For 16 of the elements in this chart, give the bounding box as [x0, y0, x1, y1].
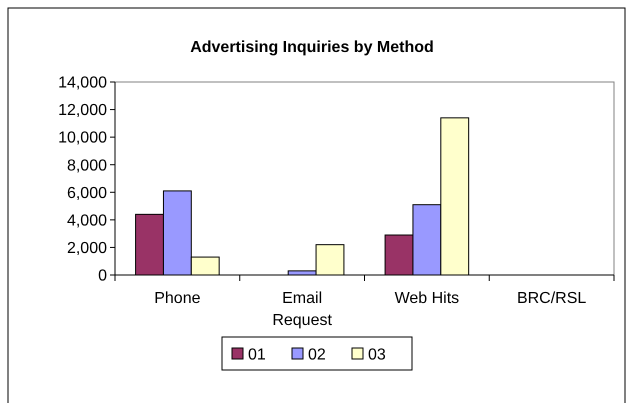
- x-tick-label: Phone: [154, 290, 201, 307]
- y-tick-label: 6,000: [66, 184, 108, 202]
- legend-label: 01: [248, 346, 266, 364]
- x-tick-label: Email Request: [272, 290, 332, 329]
- x-tick-label: Web Hits: [394, 290, 460, 307]
- y-tick-label: 0: [98, 268, 108, 285]
- legend-label: 02: [308, 346, 326, 364]
- y-tick-label: 8,000: [66, 157, 108, 174]
- x-tick-label: BRC/RSL: [516, 290, 586, 307]
- y-tick-label: 14,000: [58, 74, 108, 92]
- y-tick-label: 12,000: [58, 102, 108, 120]
- legend-label: 03: [368, 346, 386, 364]
- y-tick-label: 10,000: [58, 130, 108, 147]
- y-tick-label: 2,000: [66, 240, 108, 258]
- chart-title: Advertising Inquiries by Method: [190, 39, 434, 56]
- y-tick-label: 4,000: [66, 212, 108, 230]
